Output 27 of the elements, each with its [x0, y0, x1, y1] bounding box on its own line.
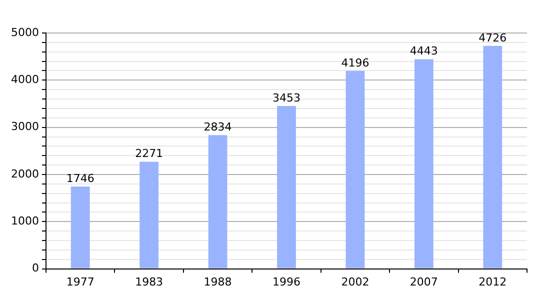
x-tick-label: 1977 [66, 275, 94, 288]
data-label: 3453 [272, 91, 300, 104]
data-label: 2271 [135, 147, 164, 160]
bar [277, 106, 296, 268]
y-tick-label: 1000 [10, 214, 39, 228]
bar [140, 162, 159, 268]
x-tick-label: 1996 [272, 275, 300, 288]
data-label: 4726 [478, 31, 507, 44]
bar [70, 186, 90, 268]
data-label: 4196 [341, 56, 370, 70]
data-label: 4443 [410, 44, 438, 58]
x-tick-label: 2012 [478, 275, 507, 288]
bar [414, 59, 434, 268]
bar [483, 46, 502, 268]
bar [346, 70, 365, 268]
y-tick-label: 3000 [10, 120, 39, 134]
bar [208, 135, 228, 268]
x-tick-label: 1988 [204, 275, 232, 288]
x-tick-label: 2007 [410, 275, 438, 288]
x-tick-label: 1983 [135, 275, 164, 288]
x-tick-label: 2002 [341, 275, 370, 288]
y-tick-label: 2000 [10, 167, 39, 180]
y-tick-label: 0 [32, 262, 39, 275]
data-label: 2834 [204, 120, 232, 134]
data-label: 1746 [66, 172, 94, 185]
y-tick-label: 5000 [10, 26, 39, 39]
y-tick-label: 4000 [10, 73, 39, 86]
